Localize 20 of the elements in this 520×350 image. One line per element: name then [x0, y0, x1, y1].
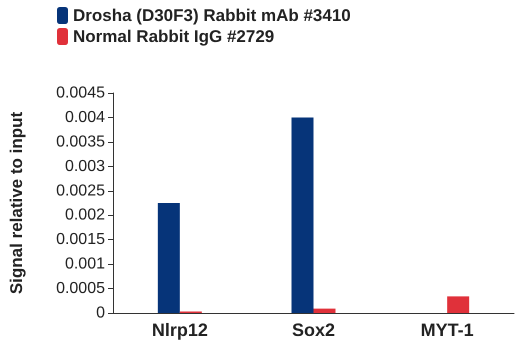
x-tick-label: Nlrp12 [152, 320, 208, 340]
bar [292, 117, 314, 313]
y-tick-label: 0.002 [64, 206, 106, 224]
y-tick-label: 0.0025 [56, 182, 106, 200]
bar [158, 203, 180, 313]
y-tick-label: 0.0005 [56, 280, 106, 298]
bar [314, 308, 336, 313]
bar [447, 296, 470, 313]
y-tick-label: 0 [96, 304, 106, 322]
y-tick-label: 0.0015 [56, 231, 106, 248]
x-tick-label: Sox2 [292, 320, 336, 340]
y-tick-label: 0.0035 [56, 133, 106, 150]
legend-label: Normal Rabbit IgG #2729 [73, 27, 274, 46]
y-tick-label: 0.0045 [56, 84, 106, 102]
legend-label: Drosha (D30F3) Rabbit mAb #3410 [73, 6, 351, 25]
y-axis-title: Signal relative to input [7, 112, 26, 294]
x-tick-label: MYT-1 [420, 320, 474, 340]
y-tick-label: 0.004 [64, 108, 106, 126]
y-tick-label: 0.003 [64, 158, 106, 175]
y-tick-label: 0.001 [64, 256, 106, 273]
